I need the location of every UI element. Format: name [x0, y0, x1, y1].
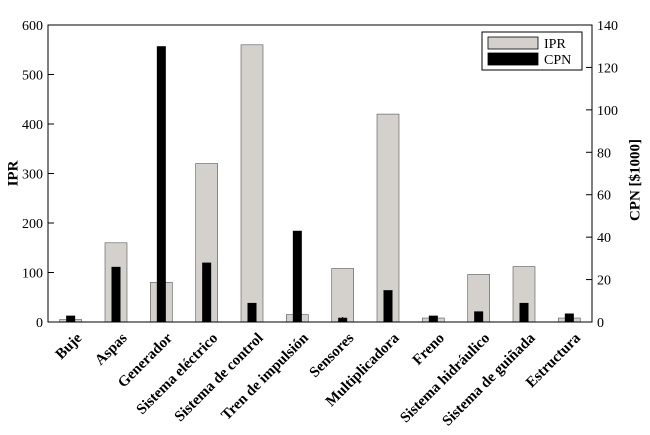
- y-tick-right-label: 140: [597, 19, 618, 34]
- y-tick-left-label: 300: [22, 168, 43, 183]
- y-tick-right-label: 80: [597, 146, 611, 161]
- category-label: Sistema eléctrico: [134, 330, 222, 418]
- y-tick-right-label: 120: [597, 61, 618, 76]
- y-tick-left-label: 100: [22, 267, 43, 282]
- legend-label-ipr: IPR: [544, 37, 566, 52]
- y-tick-right-label: 100: [597, 104, 618, 119]
- bar-cpn-8: [383, 290, 393, 322]
- legend-label-cpn: CPN: [544, 53, 571, 68]
- y-tick-right-label: 0: [597, 316, 604, 331]
- y-axis-title-right: CPN [$1000]: [627, 139, 643, 221]
- category-label: Aspas: [92, 330, 131, 369]
- bar-cpn-5: [247, 302, 257, 322]
- bar-cpn-11: [519, 302, 529, 322]
- bar-cpn-10: [474, 311, 484, 322]
- legend-swatch-cpn: [487, 52, 539, 66]
- y-tick-left-label: 200: [22, 217, 43, 232]
- legend-swatch-ipr: [487, 36, 539, 50]
- bar-cpn-2: [111, 266, 121, 322]
- bar-ipr-5: [240, 44, 264, 323]
- y-tick-left-label: 500: [22, 69, 43, 84]
- ticks-group: 0 100 200 300 400 500 600 0 20 40 60 80 100 120 140: [22, 19, 618, 331]
- y-tick-left-label: 600: [22, 19, 43, 34]
- y-tick-right-label: 40: [597, 231, 611, 246]
- bars-group: [59, 44, 581, 323]
- category-label: Tren de impulsión: [219, 330, 313, 424]
- bar-cpn-3: [156, 46, 166, 322]
- y-tick-left-label: 0: [36, 316, 43, 331]
- bar-ipr-7: [331, 268, 354, 323]
- y-tick-right-label: 20: [597, 274, 611, 289]
- y-axis-title-left: IPR: [5, 160, 21, 186]
- y-tick-left-label: 400: [22, 118, 43, 133]
- bar-cpn-6: [292, 230, 302, 322]
- category-label: Buje: [53, 330, 86, 363]
- bar-cpn-4: [202, 262, 212, 322]
- y-tick-right-label: 60: [597, 189, 611, 204]
- legend: IPR CPN: [481, 31, 583, 71]
- category-label: Freno: [410, 330, 448, 368]
